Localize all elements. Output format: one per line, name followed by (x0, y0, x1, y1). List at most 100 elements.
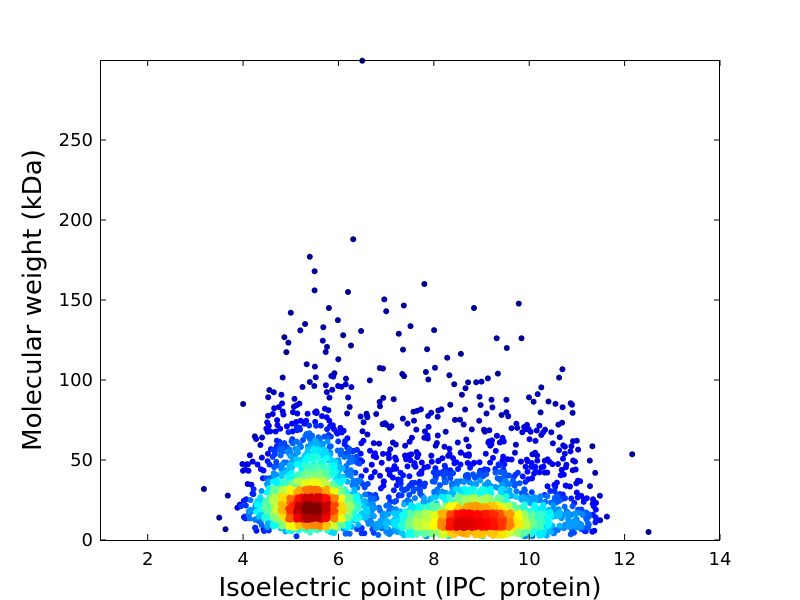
data-point (347, 493, 354, 500)
data-point (200, 486, 207, 492)
data-point (311, 268, 318, 275)
data-point (406, 473, 413, 480)
data-point (553, 479, 560, 486)
data-point (431, 327, 438, 334)
data-point (462, 406, 469, 413)
data-point (421, 494, 427, 501)
data-point (554, 513, 560, 520)
plot-frame (100, 60, 720, 541)
data-point (493, 335, 500, 342)
data-point (471, 485, 478, 492)
data-point (301, 462, 308, 469)
y-tick-label: 0 (82, 530, 93, 551)
data-point (293, 448, 300, 455)
data-point (376, 365, 383, 371)
data-point (347, 470, 354, 477)
data-point (532, 468, 539, 475)
data-point (301, 478, 308, 485)
data-point (463, 503, 470, 509)
data-point (597, 517, 604, 524)
data-point (554, 493, 561, 500)
data-point (474, 512, 481, 519)
data-point (538, 384, 545, 391)
data-point (429, 478, 436, 485)
data-point (517, 458, 524, 465)
data-point (240, 467, 246, 474)
data-point (502, 477, 509, 484)
data-point (545, 398, 552, 405)
data-point (285, 339, 292, 346)
data-point (508, 425, 515, 432)
data-point (345, 289, 351, 295)
data-point (467, 464, 474, 471)
data-point (567, 400, 574, 407)
data-point (568, 443, 575, 450)
data-point (245, 467, 252, 474)
data-point (494, 370, 501, 377)
data-point (385, 450, 392, 457)
data-point (538, 464, 545, 471)
data-point (514, 424, 521, 431)
data-point (520, 493, 527, 500)
data-point (378, 459, 385, 466)
data-point (321, 433, 328, 440)
data-point (313, 422, 320, 429)
data-point (492, 447, 499, 454)
data-point (377, 472, 383, 479)
data-point (531, 501, 538, 508)
data-point (369, 501, 376, 508)
data-point (322, 382, 329, 389)
data-point (383, 511, 390, 518)
data-point (463, 436, 470, 443)
data-point (324, 438, 331, 445)
data-point (402, 442, 409, 449)
data-point (446, 445, 453, 452)
data-point (343, 375, 349, 382)
data-point (258, 454, 265, 461)
data-point (407, 518, 414, 525)
data-point (395, 330, 402, 337)
data-point (421, 510, 427, 517)
data-point (371, 469, 378, 475)
data-point (406, 509, 413, 516)
data-point (385, 502, 392, 509)
data-point (482, 450, 489, 457)
data-point (483, 410, 490, 417)
data-point (477, 402, 484, 408)
data-point (450, 470, 457, 477)
data-point (443, 479, 449, 485)
data-point (386, 455, 392, 462)
data-point (568, 495, 575, 502)
data-point (279, 445, 286, 452)
data-point (306, 422, 313, 429)
data-point (464, 471, 471, 478)
data-point (252, 524, 259, 531)
data-point (222, 526, 229, 533)
data-point (549, 440, 556, 447)
data-point (399, 415, 406, 422)
data-point (472, 532, 479, 539)
data-point (429, 494, 436, 501)
data-point (444, 354, 451, 361)
data-point (397, 480, 404, 487)
y-tick-label: 250 (59, 130, 93, 151)
data-point (580, 498, 587, 505)
data-point (293, 533, 300, 540)
data-point (362, 491, 369, 498)
data-point (453, 478, 460, 485)
data-point (355, 502, 362, 509)
data-point (329, 386, 336, 393)
data-point (279, 503, 286, 510)
data-point (310, 514, 317, 521)
data-point (418, 459, 425, 466)
data-point (547, 488, 554, 494)
data-point (253, 436, 260, 442)
data-point (571, 529, 577, 536)
data-point (476, 529, 483, 536)
data-point (482, 504, 489, 511)
data-point (505, 413, 512, 420)
data-point (589, 443, 596, 450)
data-point (348, 342, 354, 349)
data-point (540, 504, 547, 511)
data-point (503, 396, 510, 403)
